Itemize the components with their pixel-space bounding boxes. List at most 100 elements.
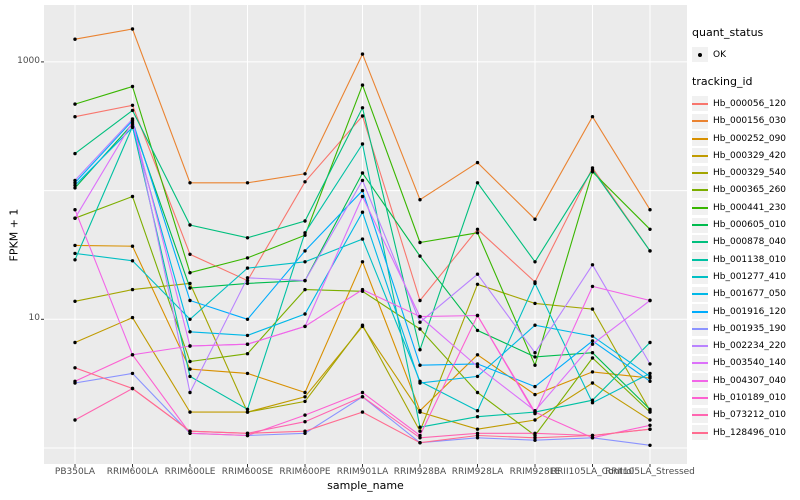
data-point [188, 390, 192, 395]
data-point [533, 392, 537, 397]
legend-item-label: Hb_001138_010 [713, 254, 787, 265]
legend-item-label: Hb_001916_120 [713, 306, 787, 317]
data-point [245, 256, 250, 260]
data-point [73, 366, 77, 370]
data-point [130, 259, 135, 263]
data-point [303, 231, 307, 235]
legend-item-label: Hb_002234_220 [713, 341, 787, 352]
legend-item-label: Hb_001935_190 [713, 323, 787, 334]
data-point [648, 407, 652, 411]
tracking-id-items: Hb_000056_120 Hb_000156_030 Hb_000252_090 H… [692, 95, 798, 441]
data-point [188, 271, 192, 275]
data-point [533, 436, 537, 440]
data-point [73, 186, 77, 190]
data-point [475, 427, 480, 431]
data-point [130, 194, 135, 199]
data-point [73, 115, 77, 119]
data-point [533, 351, 537, 355]
x-tick-label: RRIM901LA [336, 467, 389, 477]
data-point [360, 410, 365, 414]
series-line-icon [692, 182, 708, 198]
data-point [245, 276, 250, 280]
legend-item-label: Hb_001277_410 [713, 271, 787, 282]
data-point [475, 313, 480, 318]
data-point [590, 433, 595, 438]
data-point [73, 216, 77, 220]
legend-title-quant-status: quant_status [692, 26, 764, 39]
data-point [303, 219, 307, 223]
data-point [188, 223, 192, 227]
data-point [130, 120, 135, 124]
data-point [418, 436, 422, 440]
data-point [360, 287, 365, 292]
data-point [590, 334, 595, 338]
data-point [188, 252, 192, 256]
data-point [418, 410, 422, 414]
data-point [475, 328, 480, 333]
legend-item: Hb_128496_010 [692, 424, 798, 441]
data-point [303, 260, 307, 264]
data-point [188, 344, 192, 348]
data-point [475, 364, 480, 369]
data-point [360, 395, 365, 399]
data-point [73, 379, 77, 383]
data-point [475, 181, 480, 185]
data-point [130, 27, 135, 31]
x-tick-label: PB350LA [54, 467, 96, 477]
y-tick-label: 10 [28, 313, 40, 324]
data-point [130, 125, 135, 130]
data-point [130, 315, 135, 320]
series-line-icon [692, 217, 708, 233]
data-point [130, 244, 135, 248]
y-axis-title: FPKM + 1 [7, 208, 21, 262]
data-point [188, 181, 192, 185]
data-point [188, 359, 192, 364]
data-point [303, 278, 307, 283]
data-point [130, 353, 135, 357]
data-point [590, 339, 595, 343]
data-point [648, 227, 652, 231]
series-line-icon [692, 390, 708, 406]
data-point [245, 266, 250, 270]
data-point [648, 362, 652, 366]
legend-item-label: Hb_000329_540 [713, 168, 787, 179]
x-tick-label: RRIM928BA [393, 467, 447, 477]
data-point [360, 52, 365, 56]
data-point [360, 171, 365, 175]
series-line-icon [692, 407, 708, 423]
legend-item-label: Hb_073212_010 [713, 410, 787, 421]
data-point [533, 323, 537, 327]
data-point [130, 103, 135, 108]
data-point [130, 84, 135, 89]
data-point [475, 409, 480, 413]
data-point [245, 281, 250, 286]
data-point [245, 342, 250, 346]
data-point [245, 236, 250, 240]
x-tick-label: RRII105LA_Stressed [605, 467, 695, 477]
legend-item: Hb_000329_420 [692, 147, 798, 164]
data-point [648, 371, 652, 376]
data-point [648, 249, 652, 253]
data-point [73, 183, 77, 187]
data-point [73, 258, 77, 262]
panel-background [44, 5, 687, 464]
x-axis-title: sample_name [327, 479, 404, 492]
series-line-icon [692, 131, 708, 147]
data-point [188, 367, 192, 371]
data-point [648, 443, 652, 447]
data-point [303, 413, 307, 417]
legend-item-label: Hb_000329_420 [713, 150, 787, 161]
legend-item: Hb_000156_030 [692, 113, 798, 130]
ok-point-icon [692, 47, 708, 63]
data-point [590, 168, 595, 172]
data-point [590, 307, 595, 311]
data-point [188, 298, 192, 303]
legend-item: Hb_002234_220 [692, 337, 798, 354]
data-point [533, 438, 537, 442]
data-point [73, 208, 77, 212]
data-point [648, 298, 652, 303]
data-point [590, 398, 595, 402]
series-line-icon [692, 355, 708, 371]
data-point [73, 340, 77, 345]
